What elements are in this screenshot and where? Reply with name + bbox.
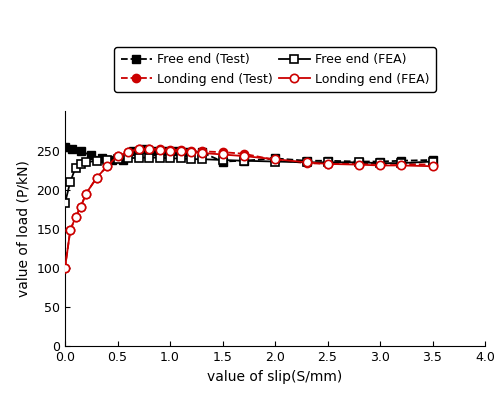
- Y-axis label: value of load (P/kN): value of load (P/kN): [16, 160, 30, 297]
- Legend: Free end (Test), Londing end (Test), Free end (FEA), Londing end (FEA): Free end (Test), Londing end (Test), Fre…: [114, 47, 436, 92]
- X-axis label: value of slip(S/mm): value of slip(S/mm): [208, 370, 342, 384]
